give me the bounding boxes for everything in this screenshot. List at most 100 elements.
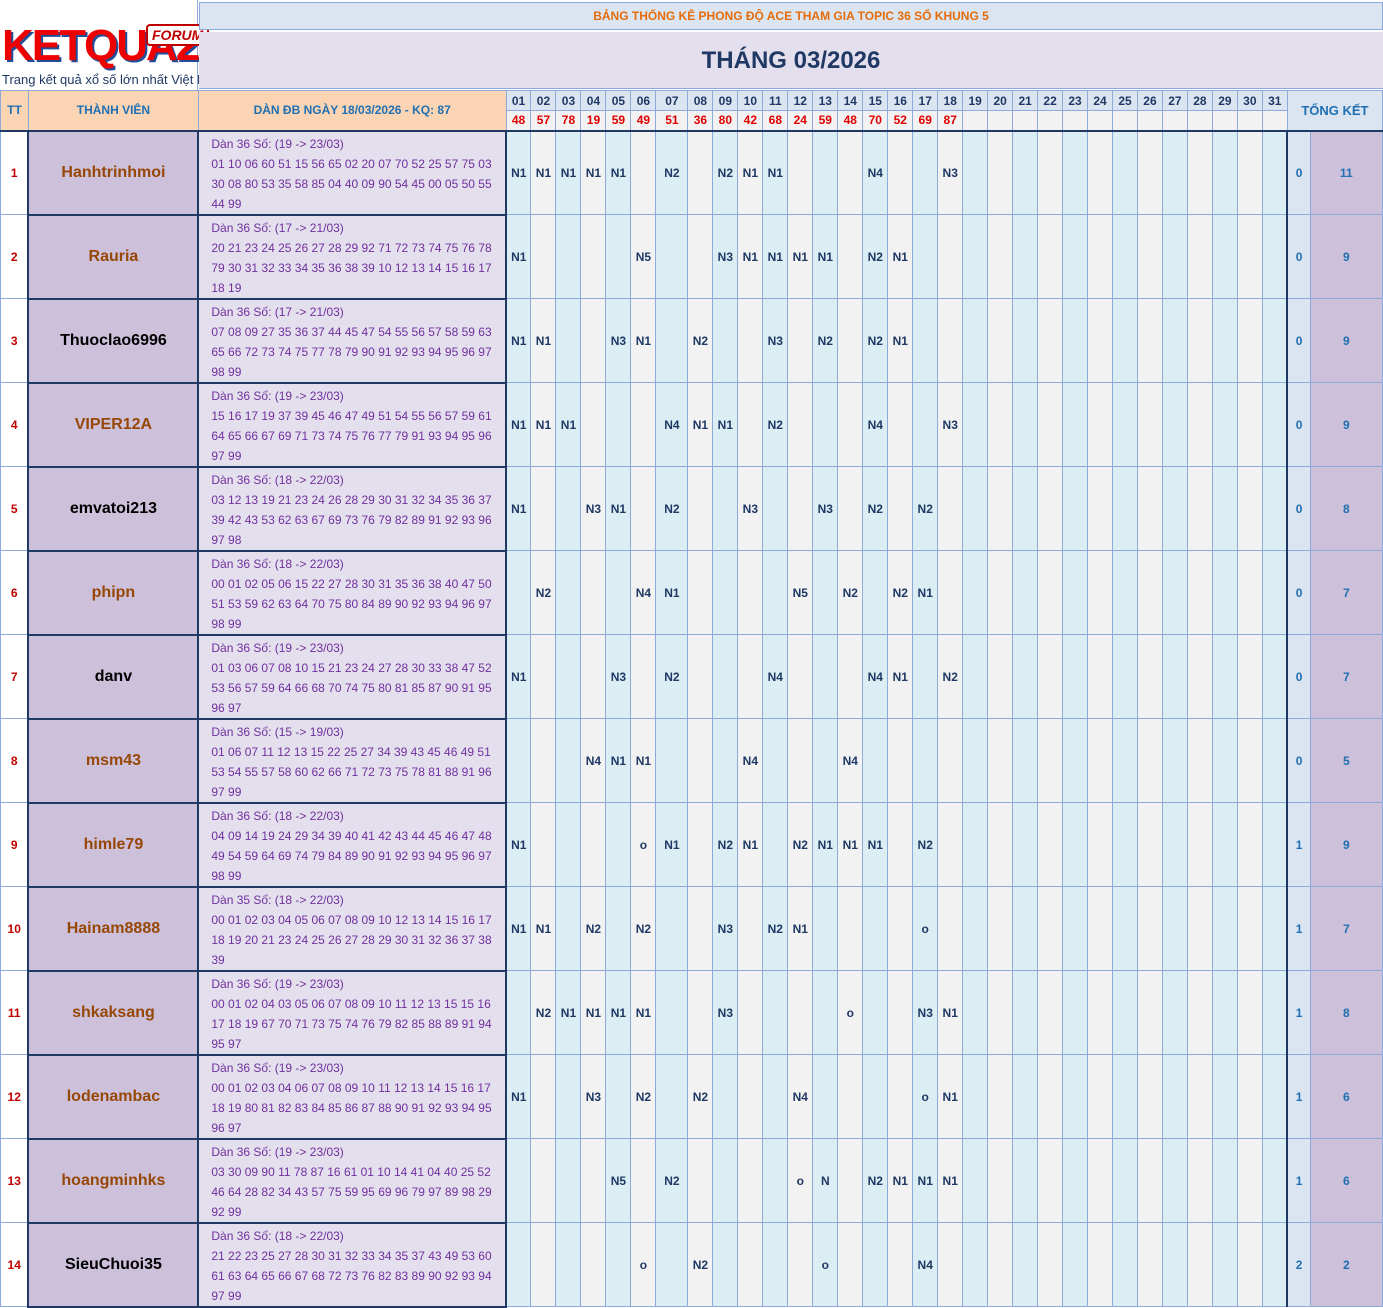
day-mark	[555, 718, 582, 803]
day-mark	[1236, 130, 1263, 215]
day-mark: N1	[555, 130, 582, 215]
day-mark: N3	[580, 1054, 607, 1139]
member-name[interactable]: shkaksang	[27, 970, 200, 1056]
day-mark	[1112, 1222, 1138, 1307]
day-mark: N2	[580, 886, 607, 971]
day-mark: o	[837, 970, 864, 1055]
header-day: 13	[812, 90, 839, 111]
member-name[interactable]: Hainam8888	[27, 886, 200, 972]
dan-numbers: 00 01 02 04 03 05 06 07 08 09 10 11 12 1…	[211, 996, 492, 1051]
day-mark	[1136, 886, 1163, 971]
member-name[interactable]: Thuoclao6996	[27, 298, 200, 384]
day-mark: N4	[762, 634, 789, 719]
day-mark	[937, 802, 964, 887]
day-mark: o	[912, 886, 939, 971]
day-mark	[937, 550, 964, 635]
day-mark	[937, 466, 964, 551]
day-mark	[655, 214, 689, 299]
day-mark: N5	[605, 1138, 632, 1223]
header-result	[962, 110, 989, 132]
day-mark: N2	[862, 214, 889, 299]
day-mark	[787, 466, 814, 551]
table-row: 5 emvatoi213 Dàn 36 Số: (18 -> 22/03) 03 12…	[0, 466, 1383, 552]
day-mark: N4	[837, 718, 864, 803]
day-mark	[605, 550, 632, 635]
row-number: 12	[0, 1054, 29, 1139]
day-mark	[1261, 634, 1288, 719]
member-name[interactable]: VIPER12A	[27, 382, 200, 468]
day-mark	[837, 1138, 864, 1223]
member-name[interactable]: phipn	[27, 550, 200, 636]
header-day: 28	[1186, 90, 1213, 111]
day-mark	[1037, 298, 1064, 383]
header-result	[1186, 110, 1213, 132]
day-mark	[1062, 298, 1089, 383]
member-name[interactable]: emvatoi213	[27, 466, 200, 552]
member-name[interactable]: lodenambac	[27, 1054, 200, 1140]
dan-heading: Dàn 36 Số: (19 -> 23/03)	[211, 976, 344, 991]
day-mark: N1	[505, 466, 532, 551]
day-mark	[1037, 886, 1064, 971]
day-mark: N1	[605, 970, 632, 1055]
day-mark: N3	[712, 886, 739, 971]
member-name[interactable]: Hanhtrinhmoi	[27, 130, 200, 216]
summary-count: 0	[1286, 634, 1311, 719]
day-mark	[962, 634, 989, 719]
day-mark: N2	[787, 802, 814, 887]
table-row: 7 danv Dàn 36 Số: (19 -> 23/03) 01 03 06 07…	[0, 634, 1383, 720]
day-mark: N1	[580, 130, 607, 215]
day-mark	[987, 970, 1014, 1055]
member-name[interactable]: SieuChuoi35	[27, 1222, 200, 1308]
day-mark	[837, 634, 864, 719]
day-mark	[912, 634, 939, 719]
day-mark: N1	[530, 298, 557, 383]
member-name[interactable]: danv	[27, 634, 200, 720]
day-mark	[987, 886, 1014, 971]
row-number: 11	[0, 970, 29, 1055]
day-mark	[505, 970, 532, 1055]
header-result	[1261, 110, 1288, 132]
day-mark	[1087, 130, 1114, 215]
day-mark: N5	[630, 214, 657, 299]
day-mark	[1161, 214, 1188, 299]
day-mark	[1062, 466, 1089, 551]
day-mark	[987, 550, 1014, 635]
day-mark	[530, 718, 557, 803]
member-name[interactable]: Rauria	[27, 214, 200, 300]
total-score: 5	[1309, 718, 1383, 803]
day-mark	[1186, 886, 1213, 971]
day-mark	[987, 802, 1014, 887]
day-mark	[837, 886, 864, 971]
day-mark: N1	[862, 802, 889, 887]
day-mark	[1012, 634, 1039, 719]
day-mark: N1	[630, 718, 657, 803]
day-mark	[1211, 130, 1238, 215]
member-name[interactable]: msm43	[27, 718, 200, 804]
day-mark	[1037, 970, 1064, 1055]
day-mark: N2	[655, 634, 689, 719]
row-number: 10	[0, 886, 29, 971]
day-mark: N1	[505, 1054, 532, 1139]
member-name[interactable]: himle79	[27, 802, 200, 888]
day-mark: N2	[655, 1138, 689, 1223]
day-mark	[687, 970, 714, 1055]
member-name[interactable]: hoangminhks	[27, 1138, 200, 1224]
day-mark	[812, 130, 839, 215]
day-mark	[1012, 886, 1039, 971]
header-total: TỔNG KẾT	[1286, 90, 1383, 132]
header-day: 05	[605, 90, 632, 111]
header-result	[1037, 110, 1064, 132]
day-mark	[762, 802, 789, 887]
row-number: 6	[0, 550, 29, 635]
site-logo[interactable]: KETQUA2 FORUM Trang kết quả xổ số lớn nh…	[0, 0, 224, 90]
day-mark	[1186, 802, 1213, 887]
day-mark	[1112, 718, 1138, 803]
day-mark	[1012, 1054, 1039, 1139]
day-mark	[712, 1222, 739, 1307]
day-mark: N1	[937, 970, 964, 1055]
day-mark: N1	[887, 634, 914, 719]
day-mark	[1012, 130, 1039, 215]
day-mark	[1136, 802, 1163, 887]
day-mark	[1161, 802, 1188, 887]
